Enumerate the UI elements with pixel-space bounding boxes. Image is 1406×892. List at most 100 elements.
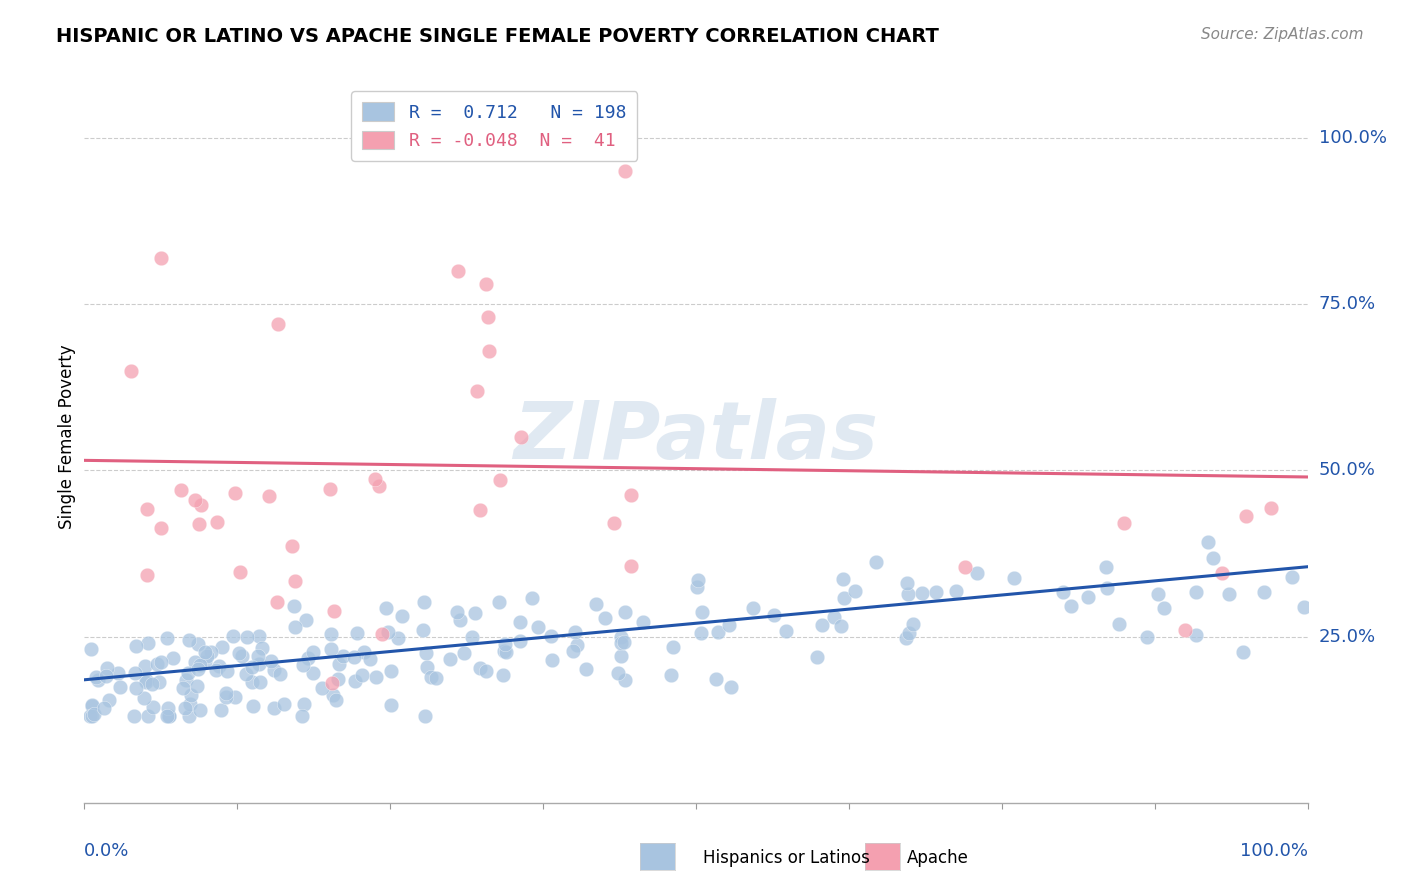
- Point: [246, 648, 269, 663]
- Point: [93, 701, 115, 715]
- Point: [269, 667, 291, 681]
- Point: [184, 655, 207, 669]
- Point: [775, 624, 797, 638]
- Text: Source: ZipAtlas.com: Source: ZipAtlas.com: [1201, 27, 1364, 42]
- Point: [283, 599, 305, 613]
- Point: [205, 663, 228, 677]
- Point: [170, 483, 193, 498]
- Point: [1153, 601, 1175, 615]
- Point: [311, 681, 333, 695]
- Point: [83, 706, 105, 721]
- Point: [1004, 571, 1026, 585]
- Point: [172, 681, 194, 696]
- Point: [478, 343, 501, 358]
- Point: [613, 605, 636, 619]
- Point: [179, 697, 201, 711]
- Point: [844, 583, 866, 598]
- Text: 75.0%: 75.0%: [1319, 295, 1376, 313]
- Point: [613, 673, 636, 687]
- Point: [136, 635, 159, 649]
- Point: [120, 363, 142, 377]
- Point: [897, 626, 920, 640]
- Point: [477, 310, 499, 325]
- Point: [224, 486, 246, 500]
- Point: [96, 661, 118, 675]
- Point: [97, 693, 120, 707]
- Point: [368, 478, 391, 492]
- Point: [187, 637, 209, 651]
- Point: [467, 384, 489, 398]
- Point: [865, 555, 887, 569]
- Point: [1211, 566, 1233, 580]
- Point: [247, 629, 270, 643]
- Point: [209, 703, 232, 717]
- Point: [614, 164, 637, 178]
- Point: [80, 698, 103, 713]
- Point: [148, 674, 170, 689]
- Point: [231, 649, 253, 664]
- Point: [439, 652, 461, 666]
- Point: [475, 664, 498, 678]
- Point: [208, 659, 231, 673]
- Point: [686, 580, 709, 594]
- Text: 50.0%: 50.0%: [1319, 461, 1375, 479]
- Point: [446, 605, 468, 619]
- Point: [150, 521, 173, 535]
- Point: [1218, 587, 1240, 601]
- Point: [215, 665, 238, 679]
- Point: [177, 666, 200, 681]
- Point: [610, 636, 633, 650]
- Point: [236, 631, 259, 645]
- Point: [149, 251, 172, 265]
- Point: [319, 642, 342, 657]
- Point: [344, 673, 367, 688]
- Point: [122, 709, 145, 723]
- Point: [322, 688, 344, 702]
- Point: [1052, 585, 1074, 599]
- Point: [1185, 628, 1208, 642]
- Point: [896, 576, 918, 591]
- Point: [250, 641, 273, 656]
- Point: [416, 659, 439, 673]
- Point: [488, 595, 510, 609]
- Point: [415, 646, 437, 660]
- Point: [453, 646, 475, 660]
- Point: [159, 709, 181, 723]
- Point: [391, 609, 413, 624]
- Point: [1174, 623, 1197, 637]
- Point: [686, 573, 709, 587]
- Point: [187, 662, 209, 676]
- Point: [631, 615, 654, 629]
- Point: [831, 573, 853, 587]
- Point: [162, 651, 184, 665]
- Point: [1292, 600, 1315, 615]
- Point: [806, 650, 828, 665]
- Point: [86, 670, 108, 684]
- Point: [145, 657, 167, 671]
- Point: [96, 669, 118, 683]
- Point: [328, 657, 350, 671]
- Point: [240, 675, 263, 690]
- Point: [224, 690, 246, 704]
- Point: [894, 631, 917, 645]
- Point: [945, 584, 967, 599]
- Point: [1253, 585, 1275, 599]
- Point: [494, 637, 516, 651]
- Point: [610, 630, 633, 644]
- Point: [267, 317, 290, 331]
- Point: [540, 629, 562, 643]
- Point: [1114, 516, 1136, 530]
- Point: [326, 672, 349, 686]
- Point: [342, 650, 364, 665]
- Point: [194, 655, 217, 669]
- Point: [291, 709, 314, 723]
- Text: Hispanics or Latinos: Hispanics or Latinos: [703, 849, 870, 867]
- Point: [832, 591, 855, 605]
- Point: [449, 614, 471, 628]
- Point: [1260, 500, 1282, 515]
- Text: Apache: Apache: [907, 849, 969, 867]
- Point: [136, 709, 159, 723]
- Point: [235, 666, 257, 681]
- Point: [205, 515, 228, 529]
- Point: [135, 673, 157, 687]
